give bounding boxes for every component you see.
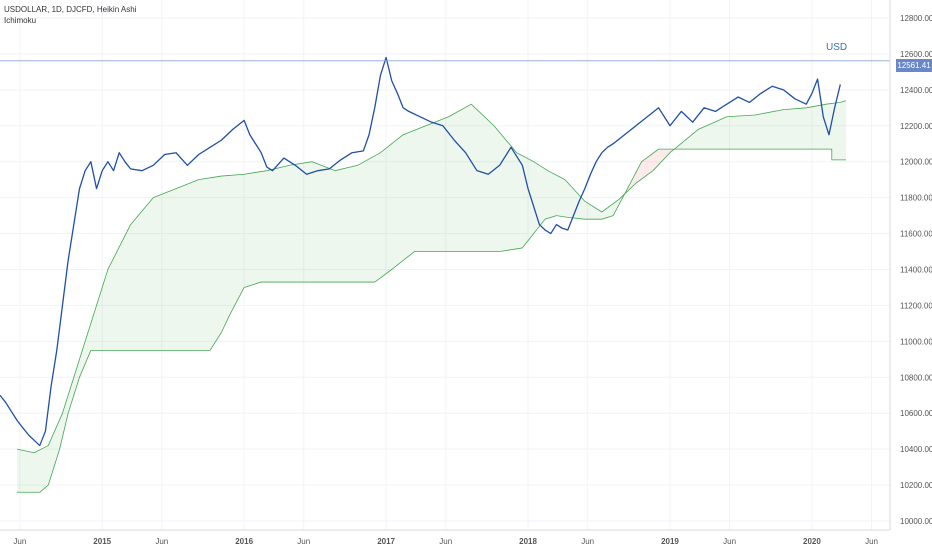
cloud-fill [677,100,846,160]
x-tick-label: Jun [723,537,736,546]
price-line [0,56,841,447]
ichimoku-span-a-line [16,100,847,454]
y-tick-label: 10800.00 [900,373,932,382]
ichimoku-span-b-line [17,148,846,493]
y-tick-label: 11400.00 [900,265,932,274]
x-tick-label: Jun [155,537,168,546]
x-tick-label: 2015 [93,537,111,546]
x-tick-label: Jun [297,537,310,546]
last-price-label: 12561.41 [896,59,932,72]
ichimoku-cloud [17,100,846,493]
y-tick-label: 11000.00 [900,337,932,346]
x-tick-label: Jun [13,537,26,546]
y-tick-label: 10000.00 [900,517,932,526]
y-tick-label: 12000.00 [900,158,932,167]
y-tick-label: 12400.00 [900,86,932,95]
x-tick-label: 2017 [377,537,395,546]
x-tick-label: Jun [865,537,878,546]
indicator-name: Ichimoku [4,16,37,25]
y-tick-label: 11200.00 [900,301,932,310]
cloud-fill [17,105,627,493]
y-tick-label: 12600.00 [900,50,932,59]
grid-layer [0,0,890,530]
y-tick-label: 12200.00 [900,122,932,131]
y-tick-label: 12800.00 [900,14,932,23]
x-tick-label: Jun [439,537,452,546]
chart-legend: USDOLLAR, 1D, DJCFD, Heikin Ashi Ichimok… [4,4,136,26]
chart-header: USDOLLAR, 1D, DJCFD, Heikin Ashi [4,5,137,14]
y-tick-label: 11600.00 [900,230,932,239]
y-tick-label: 10600.00 [900,409,932,418]
usd-annotation: USD [826,42,848,53]
x-tick-label: Jun [581,537,594,546]
x-tick-label: 2019 [661,537,679,546]
y-tick-label: 10400.00 [900,445,932,454]
series-layer [0,56,847,493]
y-tick-label: 11800.00 [900,194,932,203]
x-tick-label: 2020 [803,537,821,546]
x-tick-label: 2018 [519,537,537,546]
x-tick-label: 2016 [235,537,253,546]
y-tick-label: 10200.00 [900,481,932,490]
